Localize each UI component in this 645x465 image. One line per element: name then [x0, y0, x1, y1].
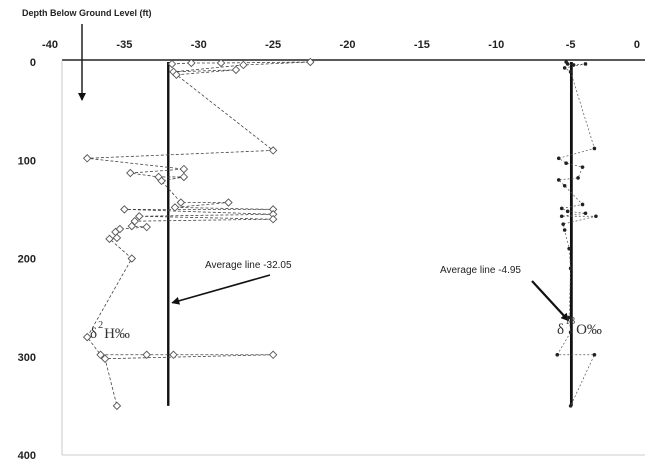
data-point-d2h: [120, 205, 129, 214]
annotation-arrow: [171, 274, 271, 305]
series-label-symbol: O‰: [576, 322, 602, 338]
series-line-d18o: [556, 61, 596, 407]
data-point-d2h: [231, 65, 241, 75]
data-point-d2h: [105, 234, 114, 244]
data-point-d2h: [82, 332, 92, 342]
annotation-arrow: [531, 280, 570, 322]
data-point-d18o: [568, 330, 573, 334]
series-label: δ2H‰: [90, 320, 130, 342]
x-tick-label: 0: [634, 39, 640, 51]
data-point-d2h: [112, 233, 122, 243]
data-point-d2h: [127, 221, 137, 231]
data-point-d18o: [562, 228, 567, 232]
x-tick-label: -10: [488, 39, 504, 51]
data-point-d2h: [187, 58, 196, 68]
data-point-d18o: [580, 165, 585, 169]
data-point-d18o: [567, 246, 571, 251]
data-point-d2h: [268, 214, 278, 224]
data-point-d18o: [561, 222, 565, 226]
data-point-d18o: [580, 202, 585, 207]
data-point-d18o: [565, 62, 570, 66]
data-point-d18o: [583, 62, 588, 66]
data-point-d2h: [179, 172, 189, 182]
data-point-d2h: [170, 203, 180, 212]
depth-axis-title: Depth Below Ground Level (ft): [22, 8, 152, 18]
data-point-d2h: [127, 254, 137, 263]
x-tick-label: -35: [116, 39, 132, 51]
data-point-d18o: [594, 214, 598, 219]
annotations: Average line -32.05 Average line -4.95: [171, 260, 570, 322]
data-point-d18o: [555, 352, 560, 357]
data-point-d18o: [571, 63, 576, 67]
data-point-d18o: [564, 161, 568, 165]
data-point-d2h: [142, 350, 151, 360]
series-label-symbol: H‰: [104, 326, 130, 342]
data-point-d2h: [130, 216, 140, 226]
data-point-d2h: [216, 58, 226, 68]
x-tick-labels: -40 -35 -30 -25 -20 -15 -10 -5 0: [42, 39, 640, 51]
x-tick-label: -5: [566, 39, 576, 51]
data-point-d2h: [135, 212, 144, 221]
series-d18o: [555, 60, 598, 408]
data-point-d18o: [583, 211, 588, 216]
series-line-d2h: [86, 61, 311, 406]
data-point-d2h: [167, 59, 177, 69]
data-point-d18o: [562, 66, 567, 70]
y-tick-label: 200: [18, 254, 36, 266]
data-point-d18o: [568, 404, 573, 408]
x-tick-label: -20: [340, 39, 356, 51]
x-tick-label: -30: [191, 39, 207, 51]
data-point-d18o: [556, 178, 561, 182]
y-tick-label: 100: [18, 155, 36, 167]
data-point-d2h: [172, 70, 181, 80]
data-point-d2h: [239, 60, 248, 70]
data-point-d2h: [157, 176, 166, 186]
data-point-d2h: [169, 350, 178, 360]
series-label: δ18O‰: [557, 316, 602, 338]
y-tick-label: 400: [18, 450, 36, 462]
series-label-superscript: 2: [98, 320, 103, 331]
series-d2h: [82, 57, 315, 411]
data-point-d2h: [306, 57, 315, 67]
data-point-d18o: [556, 156, 561, 161]
data-point-d18o: [559, 206, 564, 211]
y-tick-label: 300: [18, 352, 36, 364]
data-point-d18o: [562, 183, 567, 188]
data-point-d2h: [142, 222, 151, 232]
y-tick-label: 0: [30, 57, 36, 69]
data-point-d2h: [268, 350, 278, 360]
average-lines: [167, 62, 573, 406]
data-point-d2h: [82, 154, 92, 163]
series-labels: δ2H‰ δ18O‰: [90, 316, 602, 342]
data-point-d18o: [568, 70, 573, 74]
data-point-d2h: [224, 198, 233, 207]
data-point-d18o: [565, 209, 570, 214]
x-tick-label: -40: [42, 39, 58, 51]
annotation-text: Average line -32.05: [205, 260, 292, 271]
data-point-d2h: [96, 350, 105, 360]
data-point-d18o: [592, 352, 597, 357]
data-point-d2h: [126, 168, 135, 178]
series-label-superscript: 18: [565, 316, 575, 327]
data-point-d2h: [100, 354, 110, 363]
data-point-d18o: [576, 176, 580, 180]
annotation-text: Average line -4.95: [440, 265, 521, 276]
x-tick-label: -25: [265, 39, 281, 51]
x-tick-label: -15: [414, 39, 430, 51]
data-point-d2h: [112, 401, 122, 411]
y-tick-labels: 0 100 200 300 400: [18, 57, 36, 462]
data-point-d2h: [179, 164, 189, 174]
data-point-d2h: [268, 146, 278, 155]
data-point-d18o: [592, 146, 597, 151]
data-point-d18o: [568, 266, 573, 271]
data-point-d18o: [559, 214, 564, 219]
data-point-d2h: [176, 198, 186, 207]
